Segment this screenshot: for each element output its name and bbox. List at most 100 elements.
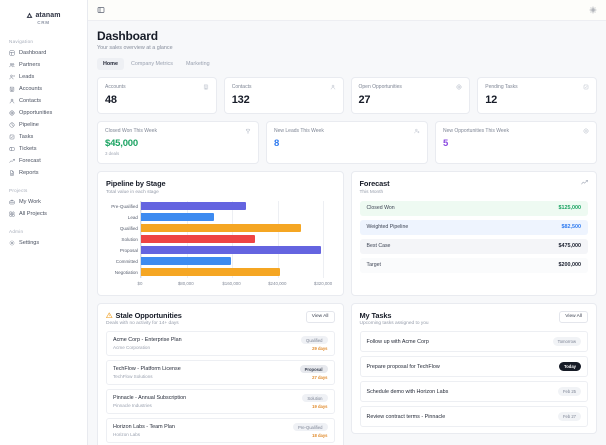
brand-logo[interactable]: atanam CRM <box>0 0 87 30</box>
opportunity-name: Acme Corp - Enterprise Plan <box>113 337 182 344</box>
task-due-badge: Today <box>558 362 581 371</box>
sidebar-item-label: Tasks <box>19 134 34 140</box>
stat-card[interactable]: New Opportunities This Week 5 <box>435 121 597 164</box>
chart-bar-row <box>141 223 335 234</box>
stat-card[interactable]: Closed Won This Week $45,000 3 deals <box>97 121 259 164</box>
tab-home[interactable]: Home <box>97 58 124 70</box>
projects-icon <box>9 211 15 217</box>
sidebar-item-leads[interactable]: Leads <box>0 71 87 83</box>
chart-bar[interactable] <box>141 224 302 232</box>
sidebar-item-opportunities[interactable]: Opportunities <box>0 107 87 119</box>
forecast-row[interactable]: Weighted Pipeline $82,500 <box>359 219 588 235</box>
sidebar-item-my-work[interactable]: My Work <box>0 196 87 208</box>
chart-bar[interactable] <box>141 268 281 276</box>
sidebar-item-dashboard[interactable]: Dashboard <box>0 47 87 59</box>
chart-bar-row <box>141 201 335 212</box>
stale-panel-title: Stale Opportunities <box>106 311 182 320</box>
chart-x-tick: $240,000 <box>268 280 287 286</box>
sidebar-item-contacts[interactable]: Contacts <box>0 95 87 107</box>
stat-card[interactable]: Accounts 48 <box>97 77 217 114</box>
chart-bar-row <box>141 256 335 267</box>
task-due-badge: Tomorrow <box>552 337 581 346</box>
sidebar-item-reports[interactable]: Reports <box>0 167 87 179</box>
stat-card[interactable]: Pending Tasks 12 <box>477 77 597 114</box>
sidebar-item-label: Contacts <box>19 98 42 104</box>
stale-opportunity-item[interactable]: Horizon Labs - Team Plan Horizon Labs Pre-… <box>106 418 335 443</box>
my-tasks-panel: My Tasks Upcoming tasks assigned to you … <box>350 302 597 434</box>
task-item[interactable]: Schedule demo with Horizon Labs Feb 25 <box>359 381 588 402</box>
sidebar-section-label: Projects <box>9 188 28 193</box>
stale-opportunity-item[interactable]: Pinnacle - Annual Subscription Pinnacle I… <box>106 389 335 414</box>
opportunity-stage-badge: Qualified <box>300 336 328 344</box>
sidebar-item-label: Dashboard <box>19 50 47 56</box>
tab-marketing[interactable]: Marketing <box>185 61 210 67</box>
opportunity-company: Pinnacle Industries <box>113 402 152 408</box>
sidebar-section-admin: Admin Settings <box>0 229 87 249</box>
task-item[interactable]: Review contract terms - Pinnacle Feb 27 <box>359 406 588 427</box>
sidebar-item-partners[interactable]: Partners <box>0 59 87 71</box>
stale-panel-subtitle: Deals with no activity for 14+ days <box>106 321 179 326</box>
forecast-row[interactable]: Closed Won $125,000 <box>359 200 588 216</box>
sidebar-item-label: Pipeline <box>19 122 39 128</box>
chart-category-label: Solution <box>121 236 138 242</box>
stat-value: 8 <box>274 138 280 149</box>
chart-bar-row <box>141 212 335 223</box>
stat-value: 27 <box>358 94 371 106</box>
page-content: Dashboard Your sales overview at a glanc… <box>88 21 606 445</box>
chart-bar[interactable] <box>141 235 255 243</box>
stale-opportunity-item[interactable]: Acme Corp - Enterprise Plan Acme Corporat… <box>106 331 335 356</box>
tab-company-metrics[interactable]: Company Metrics <box>130 61 173 67</box>
task-name: Schedule demo with Horizon Labs <box>366 388 449 395</box>
sidebar-section-label: Navigation <box>9 39 34 44</box>
sidebar-item-tickets[interactable]: Tickets <box>0 143 87 155</box>
chart-bar[interactable] <box>141 202 247 210</box>
charts-row: Pipeline by Stage Total value in each st… <box>97 171 597 296</box>
stat-value: 5 <box>443 138 449 149</box>
chart-bar[interactable] <box>141 213 214 221</box>
sidebar-item-all-projects[interactable]: All Projects <box>0 208 87 220</box>
tasks-panel-subtitle: Upcoming tasks assigned to you <box>359 321 429 326</box>
pipeline-panel-subtitle: Total value in each stage <box>106 189 159 195</box>
forecast-panel: Forecast This Month Closed Won $125,000 We… <box>350 171 597 296</box>
chart-bar[interactable] <box>141 257 231 265</box>
forecast-row-label: Weighted Pipeline <box>366 224 409 230</box>
task-item[interactable]: Prepare proposal for TechFlow Today <box>359 356 588 377</box>
stat-card[interactable]: Contacts 132 <box>223 77 344 114</box>
stat-card[interactable]: New Leads This Week 8 <box>266 121 428 164</box>
stale-view-all-button[interactable]: View All <box>305 310 335 323</box>
task-due-badge: Feb 25 <box>557 387 581 396</box>
sidebar-item-forecast[interactable]: Forecast <box>0 155 87 167</box>
stat-value: $45,000 <box>105 138 138 149</box>
chart-x-axis: $0 $80,000 $160,000 $240,000 $320,000 <box>138 280 335 288</box>
chart-bar[interactable] <box>141 246 321 254</box>
sidebar-item-settings[interactable]: Settings <box>0 237 87 249</box>
sidebar-item-label: Opportunities <box>19 110 53 116</box>
tasks-view-all-button[interactable]: View All <box>559 310 588 323</box>
stat-value: 132 <box>231 94 250 106</box>
opportunity-stage-badge: Pre-Qualified <box>293 423 328 431</box>
pipeline-panel-header: Pipeline by Stage Total value in each st… <box>98 172 343 199</box>
stale-opportunity-item[interactable]: TechFlow - Platform License TechFlow Solu… <box>106 360 335 385</box>
task-name: Review contract terms - Pinnacle <box>366 413 446 420</box>
tab-bar: Home Company Metrics Marketing <box>97 58 597 70</box>
forecast-row[interactable]: Best Case $475,000 <box>359 238 588 254</box>
sidebar-item-accounts[interactable]: Accounts <box>0 83 87 95</box>
forecast-row[interactable]: Target $200,000 <box>359 257 588 273</box>
sidebar-section-navigation: Navigation Dashboard Partners Leads Accounts… <box>0 39 87 179</box>
user-icon <box>330 84 336 90</box>
stat-label: New Opportunities This Week <box>443 128 509 134</box>
contacts-icon <box>9 98 15 104</box>
stat-card[interactable]: Open Opportunities 27 <box>350 77 471 114</box>
chart-bar-row <box>141 234 335 245</box>
opportunity-days-stale: 27 days <box>312 375 328 380</box>
stat-label: New Leads This Week <box>274 128 324 134</box>
sidebar-item-pipeline[interactable]: Pipeline <box>0 119 87 131</box>
task-name: Follow up with Acme Corp <box>366 338 429 345</box>
forecast-row-value: $82,500 <box>561 224 582 230</box>
panel-toggle-icon[interactable] <box>97 6 105 14</box>
task-item[interactable]: Follow up with Acme Corp Tomorrow <box>359 331 588 352</box>
gear-icon[interactable] <box>589 6 597 14</box>
opportunity-stage-badge: Proposal <box>299 365 328 373</box>
sidebar-item-tasks[interactable]: Tasks <box>0 131 87 143</box>
